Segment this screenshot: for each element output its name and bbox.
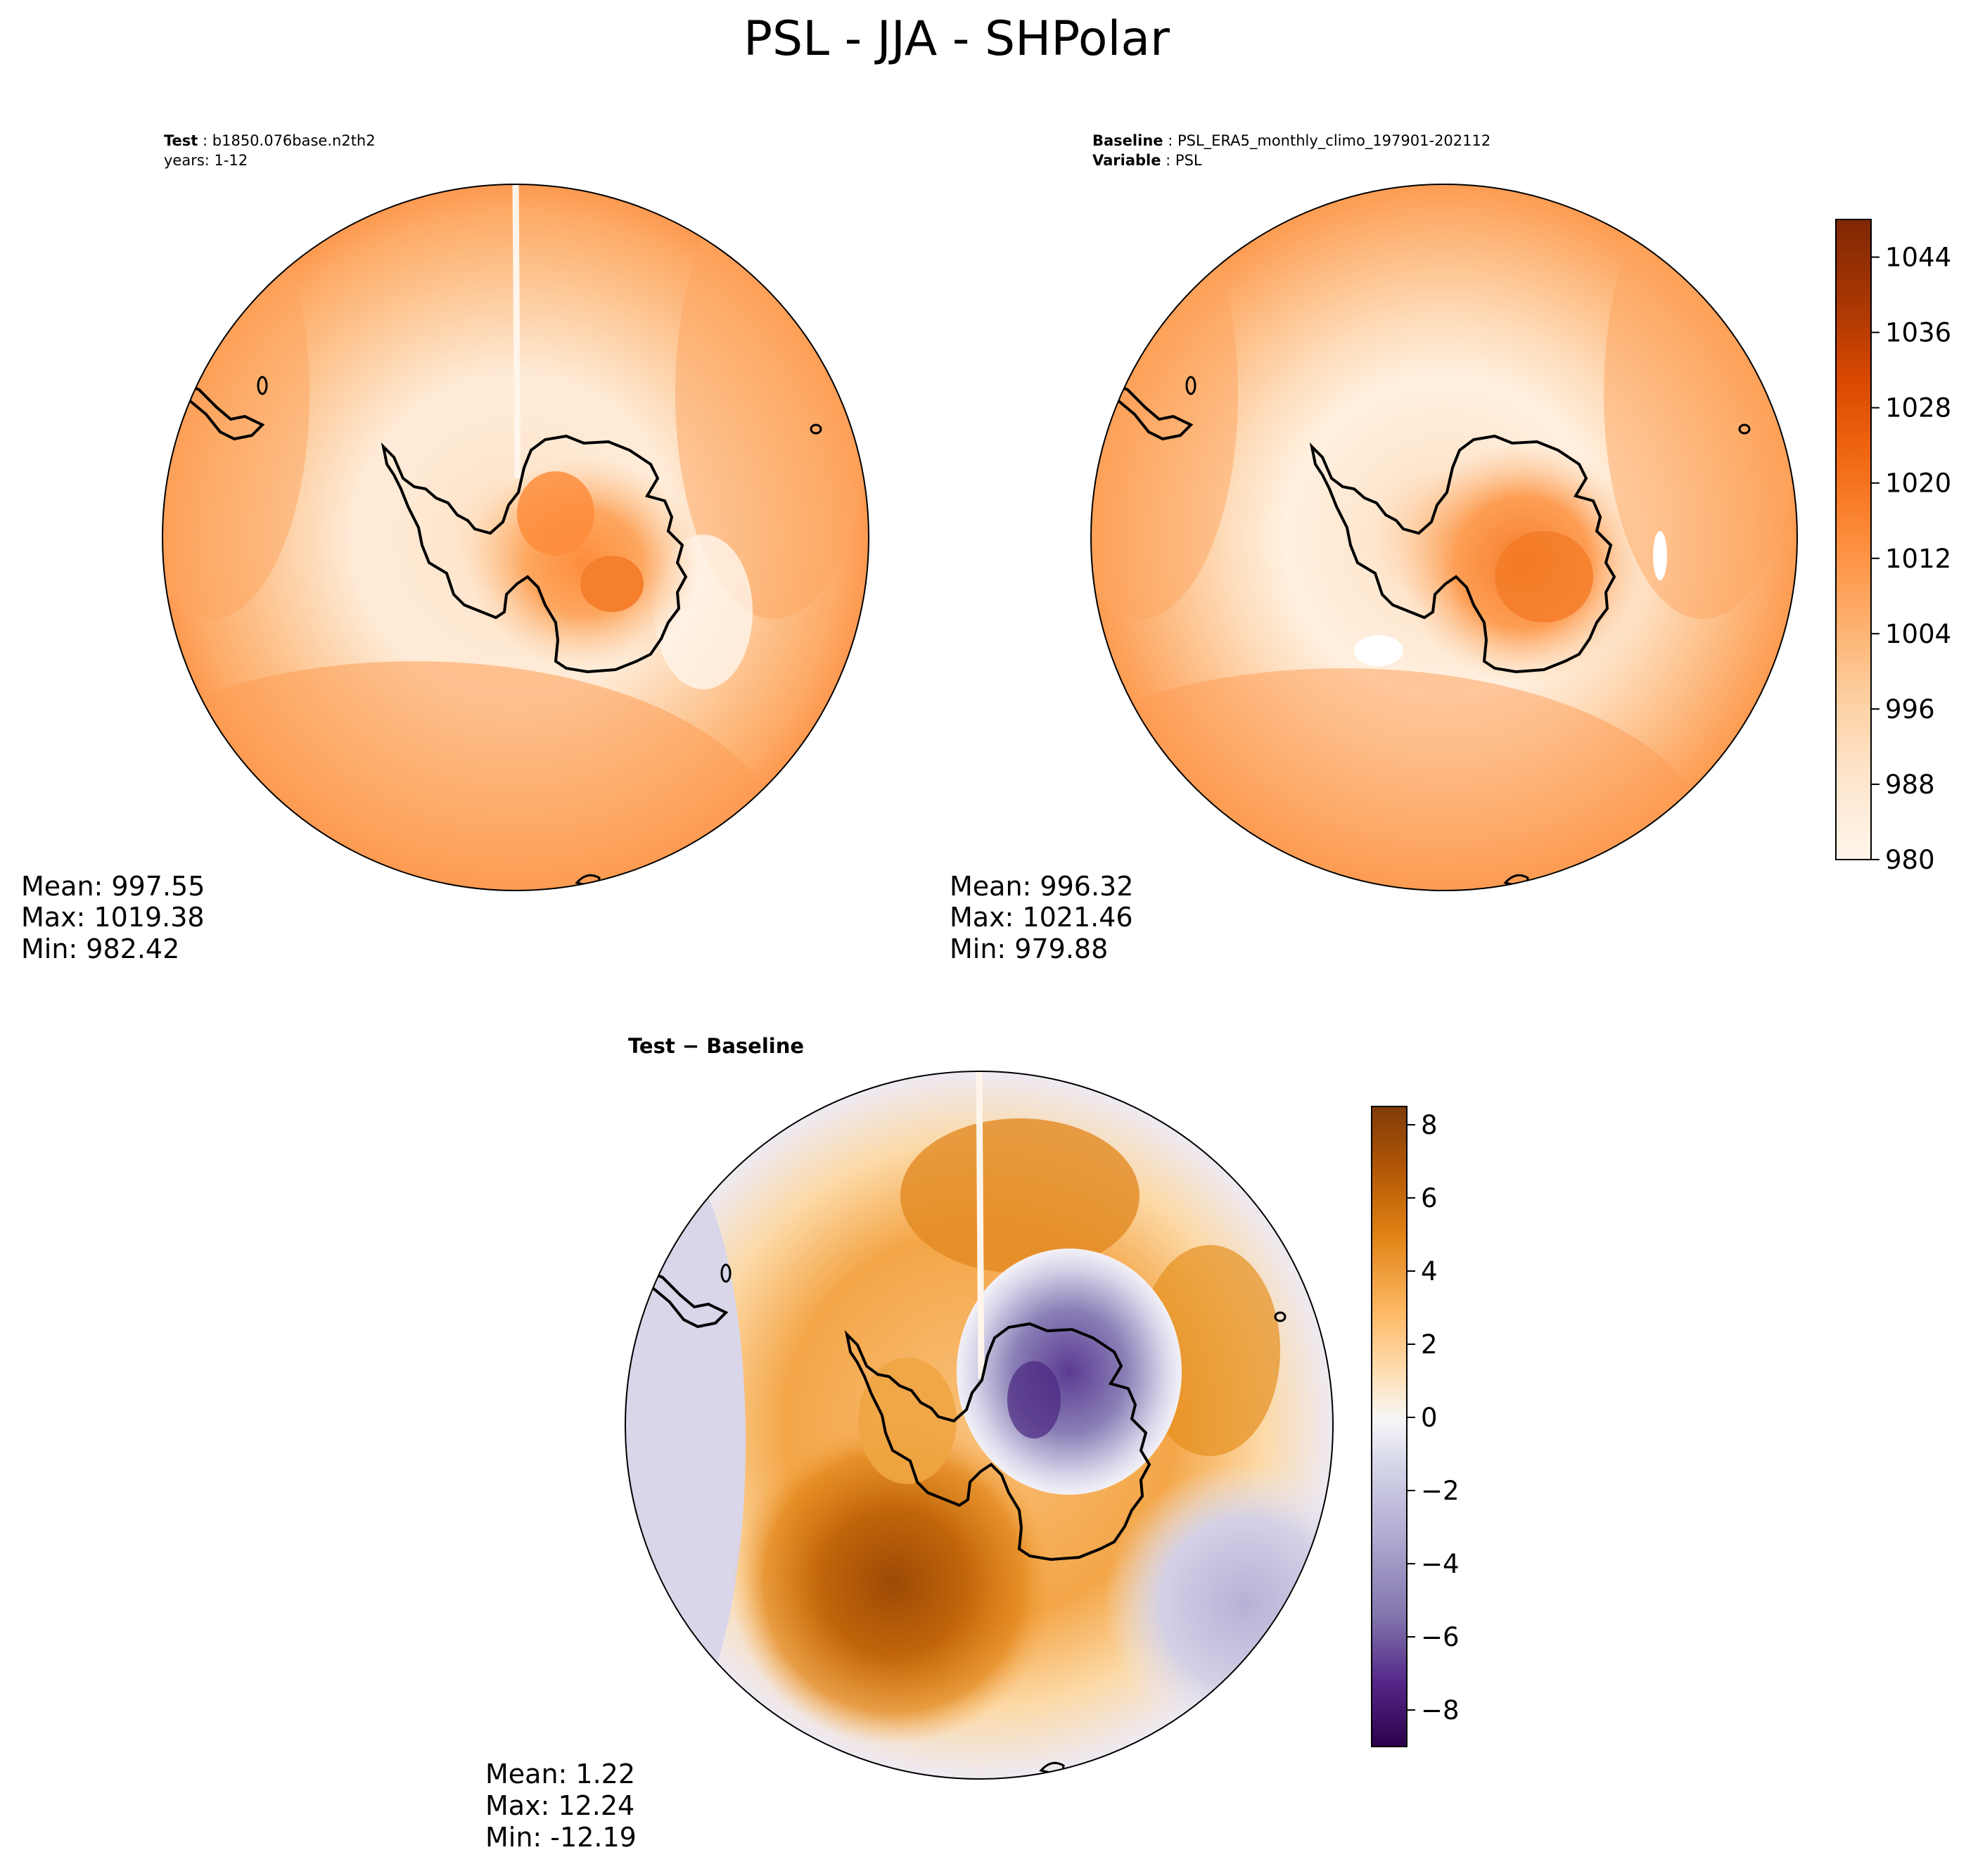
panel-diff-max: Max: 12.24: [485, 1790, 634, 1821]
colorbar-puor-tick-label: 4: [1421, 1256, 1438, 1287]
map-diff: [625, 1071, 1333, 1779]
panel-test-mean: Mean: 997.55: [21, 871, 205, 902]
panel-baseline: Baseline : PSL_ERA5_monthly_climo_197901…: [950, 132, 1798, 964]
colorbar-oranges-tick-label: 996: [1885, 694, 1935, 725]
colorbar-puor-tick-label: 8: [1421, 1110, 1438, 1140]
panel-test: Test : b1850.076base.n2th2 years: 1-12 M…: [21, 132, 869, 964]
figure-title: PSL - JJA - SHPolar: [743, 11, 1170, 67]
panel-test-min: Min: 982.42: [21, 933, 179, 964]
colorbar-oranges-tick-label: 1020: [1885, 468, 1951, 499]
panel-baseline-mean: Mean: 996.32: [950, 871, 1133, 902]
colorbar-puor-tick-label: −2: [1421, 1476, 1460, 1506]
colorbar-oranges-tick-label: 1004: [1885, 619, 1951, 649]
colorbar-puor-tick-label: −8: [1421, 1695, 1460, 1725]
colorbar-puor-tick-label: −6: [1421, 1622, 1460, 1652]
panel-test-header-line-1: Test : b1850.076base.n2th2: [164, 132, 376, 149]
colorbar-puor-tick-label: −4: [1421, 1549, 1460, 1579]
panel-baseline-header-line-2: Variable : PSL: [1092, 152, 1202, 169]
colorbar-oranges-tick-label: 1028: [1885, 393, 1951, 423]
colorbar-oranges-tick-label: 1044: [1885, 243, 1951, 273]
colorbar-puor: −8 −6 −4 −2 0 2 4 6 8: [1371, 1106, 1460, 1747]
colorbar-oranges-tick-label: 980: [1885, 845, 1935, 875]
colorbar-oranges-tick-label: 988: [1885, 770, 1935, 800]
colorbar-puor-tick-label: 0: [1421, 1403, 1438, 1433]
colorbar-puor-tick-label: 6: [1421, 1183, 1438, 1213]
panel-diff-mean: Mean: 1.22: [485, 1759, 635, 1789]
panel-baseline-min: Min: 979.88: [950, 933, 1108, 964]
panel-diff-header: Test − Baseline: [628, 1034, 804, 1058]
panel-baseline-max: Max: 1021.46: [950, 902, 1133, 933]
panel-test-header-line-2: years: 1-12: [164, 152, 248, 169]
colorbar-oranges-tick-label: 1036: [1885, 318, 1951, 348]
panel-diff: Test − Baseline Mean: 1.22 Max: 12.24 Mi…: [485, 1034, 1334, 1853]
colorbar-oranges: 980 988 996 1004 1012 1020 1028 1036 1044: [1835, 219, 1951, 875]
panel-test-max: Max: 1019.38: [21, 902, 205, 933]
colorbar-puor-tick-label: 2: [1421, 1329, 1438, 1360]
colorbar-oranges-tick-label: 1012: [1885, 544, 1951, 574]
panel-baseline-header-line-1: Baseline : PSL_ERA5_monthly_climo_197901…: [1092, 132, 1491, 150]
panel-diff-min: Min: -12.19: [485, 1822, 637, 1853]
